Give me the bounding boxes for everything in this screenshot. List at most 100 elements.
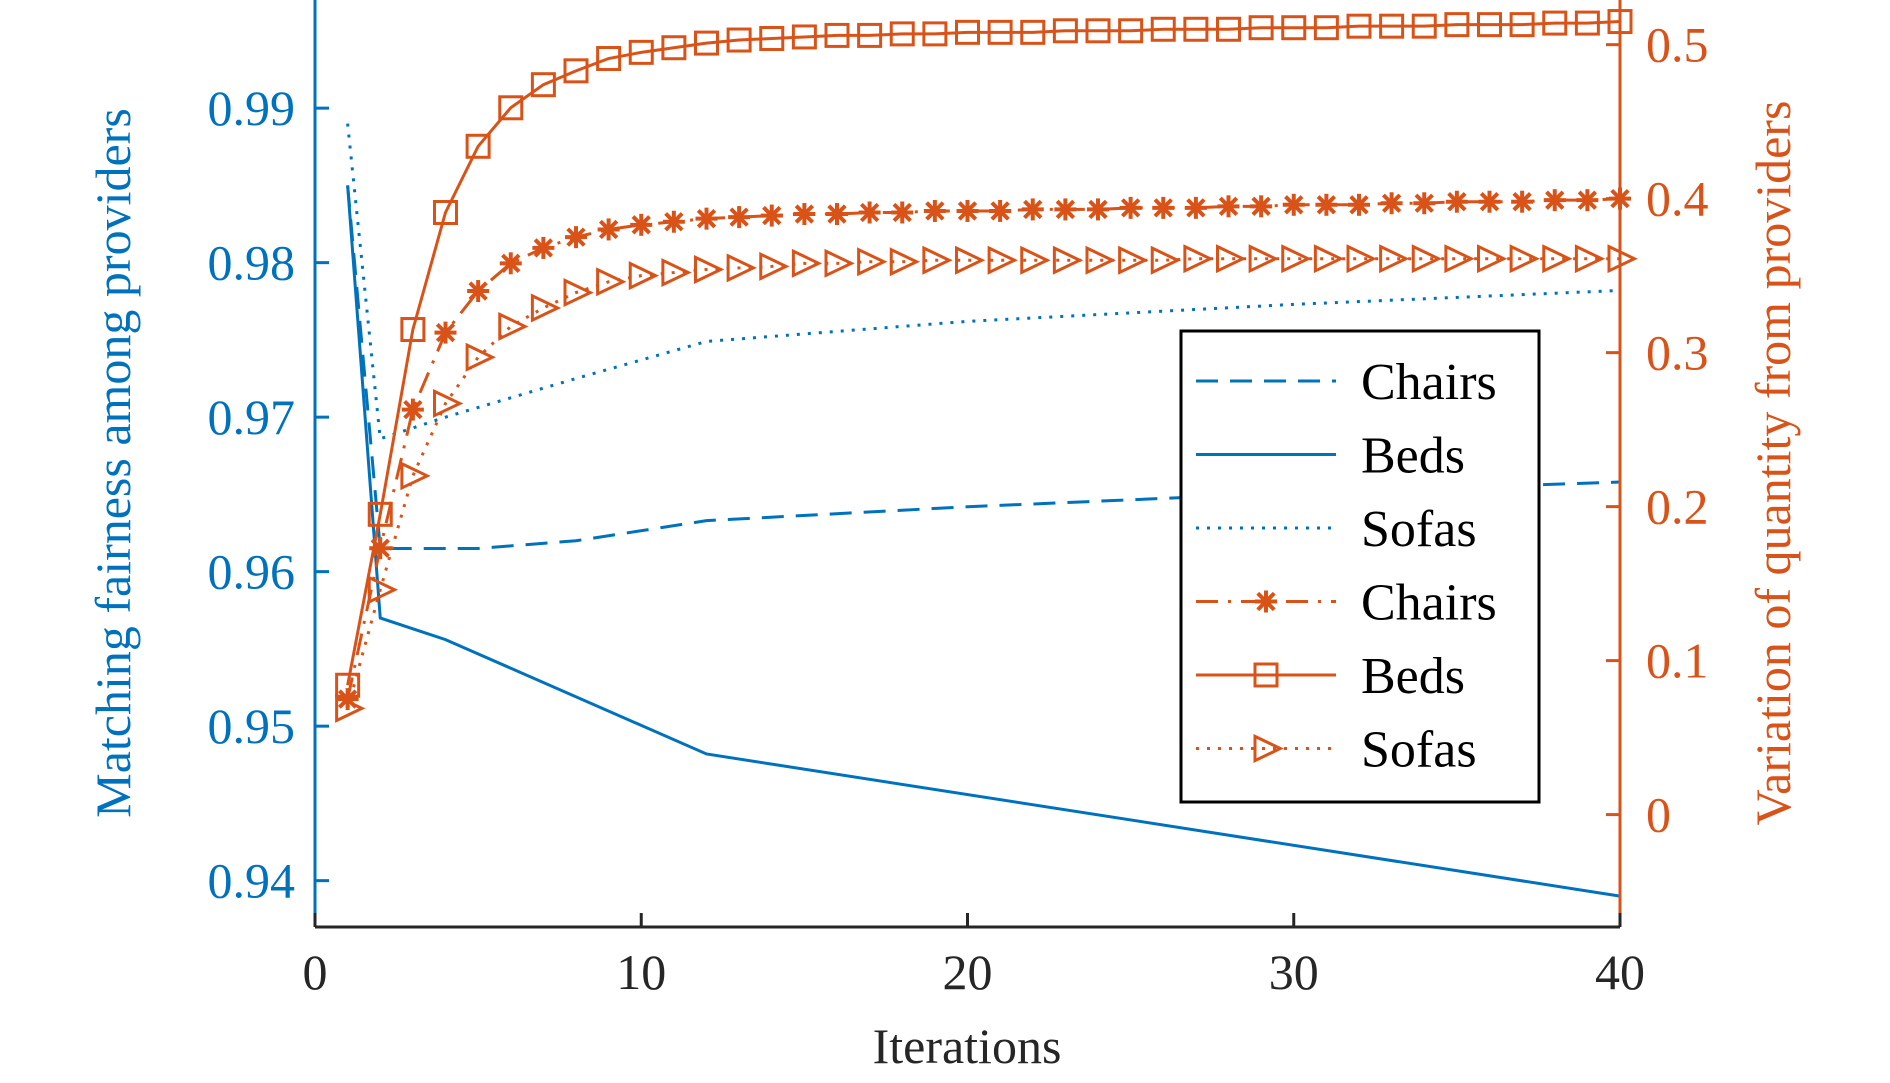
series-right-sofas-point — [857, 247, 888, 277]
legend-label: Sofas — [1361, 501, 1477, 558]
y-left-tick-label: 0.95 — [208, 698, 296, 754]
series-right-chairs-point — [1348, 193, 1370, 216]
series-right-beds-point — [889, 21, 915, 47]
series-right-beds-point — [335, 672, 361, 698]
asterisk-stroke — [631, 215, 651, 235]
series-right-chairs-line — [346, 197, 1621, 700]
series-right-chairs-point — [1511, 190, 1534, 213]
series-right-sofas-point — [1444, 244, 1475, 274]
series-right-beds-point — [1574, 10, 1600, 36]
series-right-beds-point — [1183, 16, 1209, 42]
series-right-sofas-point — [596, 267, 627, 297]
series-right-sofas-point — [1477, 244, 1508, 274]
asterisk-stroke — [403, 399, 423, 420]
series-right-beds-point — [1313, 15, 1339, 41]
asterisk-stroke — [1284, 195, 1304, 215]
y-right-axis-label: Variation of quantity from providers — [1745, 101, 1801, 826]
series-right-beds-point — [628, 39, 654, 65]
y-right-tick-label: 0.5 — [1646, 17, 1709, 73]
series-right-beds-point — [1509, 12, 1535, 38]
series-right-chairs-point — [1380, 192, 1403, 215]
asterisk-stroke — [827, 204, 847, 224]
asterisk-stroke — [664, 212, 684, 232]
series-right-beds-point — [563, 58, 589, 84]
asterisk-stroke — [1447, 192, 1467, 212]
series-right-sofas-point — [563, 278, 594, 308]
series-right-beds-point — [759, 25, 785, 51]
series-right-chairs-point — [1413, 192, 1436, 215]
series-right-chairs-point — [1543, 189, 1566, 212]
series-right-sofas-point — [400, 461, 431, 491]
asterisk-stroke — [1186, 198, 1206, 218]
series-right-beds-point — [1020, 19, 1046, 45]
series-right-sofas-point — [1085, 245, 1116, 275]
series-right-chairs-point — [1021, 198, 1044, 221]
series-right-beds-point — [596, 46, 622, 72]
legend-label: Beds — [1361, 648, 1465, 705]
legend-label: Sofas — [1361, 722, 1477, 779]
series-right-sofas-point — [759, 251, 790, 281]
asterisk-stroke — [533, 238, 554, 258]
series-right-sofas-point — [433, 388, 464, 418]
asterisk-stroke — [1577, 190, 1598, 210]
x-tick-label: 40 — [1595, 944, 1645, 1000]
y-right-tick-label: 0.3 — [1646, 325, 1709, 381]
series-right-beds-point — [1118, 18, 1144, 44]
series-right-beds-point — [367, 501, 393, 527]
series-right-chairs-point — [1184, 196, 1207, 219]
series-right-beds-point — [1346, 13, 1372, 39]
series-right-sofas-point — [465, 342, 496, 372]
legend-entry: Sofas — [1196, 501, 1477, 558]
series-right-beds-point — [1411, 13, 1437, 39]
series-right-chairs-point — [1576, 189, 1599, 212]
series-right-beds-point — [1150, 16, 1176, 42]
legend-entry: Beds — [1196, 428, 1465, 485]
asterisk-stroke — [1349, 195, 1369, 215]
x-tick-label: 0 — [303, 944, 328, 1000]
series-right-chairs-point — [662, 210, 685, 233]
series-right-chairs-point — [565, 226, 587, 249]
series-right-sofas-point — [1346, 244, 1377, 274]
series-right-sofas-point — [922, 245, 953, 275]
asterisk-stroke — [925, 201, 945, 221]
series-right-beds-point — [1216, 16, 1241, 42]
asterisk-stroke — [892, 202, 912, 223]
series-right-chairs-point — [760, 204, 783, 227]
series-right-sofas-point — [1118, 245, 1149, 275]
series-right-beds-point — [661, 35, 687, 61]
y-left-tick-label: 0.97 — [208, 389, 296, 445]
series-right-beds-point — [1542, 10, 1568, 36]
legend-marker — [1253, 734, 1284, 763]
series-right-chairs-point — [434, 321, 457, 344]
series-right-chairs-point — [1152, 196, 1175, 219]
legend-label: Chairs — [1361, 575, 1497, 632]
x-tick-label: 30 — [1269, 944, 1319, 1000]
series-right-beds-point — [987, 19, 1013, 45]
series-left-beds-line — [346, 185, 1621, 898]
asterisk-stroke — [957, 201, 978, 221]
series-right-beds-point — [1248, 15, 1274, 41]
series-right-chairs-point — [891, 201, 914, 224]
y-right-tick-label: 0 — [1646, 787, 1671, 843]
series-right-chairs-point — [793, 203, 816, 226]
legend-box — [1179, 329, 1541, 804]
series-right-beds-point — [922, 21, 948, 47]
series-right-sofas-point — [1183, 244, 1214, 274]
asterisk-stroke — [435, 322, 456, 343]
series-right-sofas-point — [1052, 245, 1084, 275]
asterisk-stroke — [1088, 199, 1108, 220]
series-right-sofas-point — [1574, 244, 1606, 274]
series-right-beds-point — [955, 19, 980, 45]
series-right-chairs-point — [1054, 198, 1077, 221]
series-right-sofas-point — [726, 253, 757, 283]
series-right-sofas-point — [955, 245, 986, 275]
series-right-chairs-point — [1250, 195, 1273, 218]
asterisk-stroke — [1251, 196, 1271, 217]
asterisk-stroke — [1256, 591, 1276, 612]
series-right-sofas-point — [1542, 244, 1573, 274]
asterisk-stroke — [859, 202, 880, 223]
y-left-axis-label: Matching fairness among providers — [85, 108, 141, 818]
legend-label: Beds — [1361, 428, 1465, 485]
asterisk-stroke — [696, 208, 717, 229]
y-right-tick-label: 0.4 — [1646, 171, 1709, 227]
